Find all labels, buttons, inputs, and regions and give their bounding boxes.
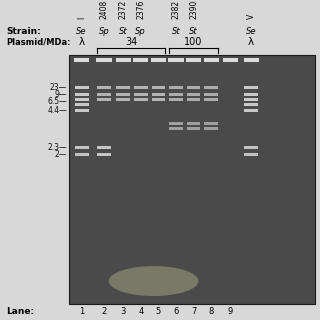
Bar bbox=[75, 103, 89, 106]
Bar bbox=[244, 146, 258, 149]
Bar bbox=[187, 122, 200, 125]
Bar bbox=[168, 58, 184, 61]
Text: 2: 2 bbox=[101, 307, 107, 316]
Bar bbox=[75, 93, 89, 96]
Bar bbox=[244, 86, 258, 89]
Bar bbox=[169, 98, 183, 100]
Text: 8: 8 bbox=[209, 307, 214, 316]
Bar bbox=[186, 58, 201, 61]
Text: Sp: Sp bbox=[135, 27, 146, 36]
Bar bbox=[97, 86, 111, 89]
Bar bbox=[204, 98, 218, 100]
Text: 23—: 23— bbox=[50, 83, 67, 92]
Bar bbox=[134, 98, 148, 100]
Bar bbox=[152, 86, 165, 89]
Bar bbox=[116, 98, 130, 100]
Text: 4: 4 bbox=[138, 307, 143, 316]
Bar bbox=[244, 153, 258, 156]
Text: 2.3—: 2.3— bbox=[48, 143, 67, 152]
Text: 1: 1 bbox=[79, 307, 84, 316]
Bar bbox=[75, 146, 89, 149]
Text: 2376: 2376 bbox=[136, 0, 145, 19]
Text: Lane:: Lane: bbox=[6, 307, 35, 316]
Text: Se: Se bbox=[76, 27, 87, 36]
Text: λ: λ bbox=[248, 37, 254, 47]
Text: 9: 9 bbox=[228, 307, 233, 316]
Text: 2—: 2— bbox=[55, 150, 67, 159]
Bar bbox=[97, 93, 111, 96]
Bar bbox=[244, 109, 258, 112]
Bar bbox=[204, 93, 218, 96]
Text: St: St bbox=[172, 27, 180, 36]
Text: Strain:: Strain: bbox=[6, 27, 41, 36]
Text: 5: 5 bbox=[156, 307, 161, 316]
Text: 2408: 2408 bbox=[100, 0, 108, 19]
Bar bbox=[169, 127, 183, 130]
Text: Plasmid/MDa:: Plasmid/MDa: bbox=[6, 37, 71, 46]
Bar bbox=[133, 58, 148, 61]
Text: 100: 100 bbox=[184, 37, 203, 47]
Bar bbox=[96, 58, 112, 61]
Text: 4.4—: 4.4— bbox=[47, 106, 67, 115]
Bar bbox=[152, 93, 165, 96]
Bar bbox=[223, 58, 238, 61]
Bar bbox=[75, 86, 89, 89]
Bar bbox=[69, 55, 315, 303]
Bar bbox=[187, 93, 200, 96]
Bar bbox=[204, 86, 218, 89]
Bar bbox=[244, 98, 258, 100]
Bar bbox=[116, 93, 130, 96]
Text: I: I bbox=[77, 17, 86, 19]
Bar bbox=[187, 127, 200, 130]
Text: 2372: 2372 bbox=[119, 0, 128, 19]
Bar bbox=[204, 122, 218, 125]
Bar bbox=[244, 103, 258, 106]
Bar bbox=[187, 98, 200, 100]
Bar bbox=[187, 86, 200, 89]
Bar bbox=[134, 93, 148, 96]
Text: 6: 6 bbox=[173, 307, 179, 316]
Bar bbox=[244, 58, 259, 61]
Text: 6.5—: 6.5— bbox=[47, 97, 67, 106]
Text: V: V bbox=[247, 14, 256, 19]
Bar bbox=[97, 98, 111, 100]
Bar bbox=[244, 93, 258, 96]
Bar bbox=[75, 153, 89, 156]
Text: 3: 3 bbox=[121, 307, 126, 316]
Text: Sp: Sp bbox=[99, 27, 109, 36]
Text: St: St bbox=[189, 27, 198, 36]
Text: λ: λ bbox=[78, 37, 85, 47]
Bar bbox=[74, 58, 89, 61]
Bar bbox=[151, 58, 166, 61]
Bar bbox=[97, 153, 111, 156]
Bar bbox=[204, 127, 218, 130]
Bar bbox=[169, 122, 183, 125]
Text: 2390: 2390 bbox=[189, 0, 198, 19]
Bar bbox=[97, 146, 111, 149]
Text: 34: 34 bbox=[125, 37, 137, 47]
Text: 2382: 2382 bbox=[172, 0, 180, 19]
Text: 7: 7 bbox=[191, 307, 196, 316]
Text: St: St bbox=[119, 27, 127, 36]
Bar bbox=[204, 58, 219, 61]
Bar bbox=[152, 98, 165, 100]
Ellipse shape bbox=[109, 266, 198, 296]
Bar bbox=[116, 86, 130, 89]
Bar bbox=[134, 86, 148, 89]
Bar bbox=[169, 93, 183, 96]
Text: 9—: 9— bbox=[55, 90, 67, 99]
Text: Se: Se bbox=[246, 27, 256, 36]
Bar bbox=[116, 58, 131, 61]
Bar bbox=[169, 86, 183, 89]
Bar bbox=[75, 98, 89, 100]
Bar bbox=[75, 109, 89, 112]
